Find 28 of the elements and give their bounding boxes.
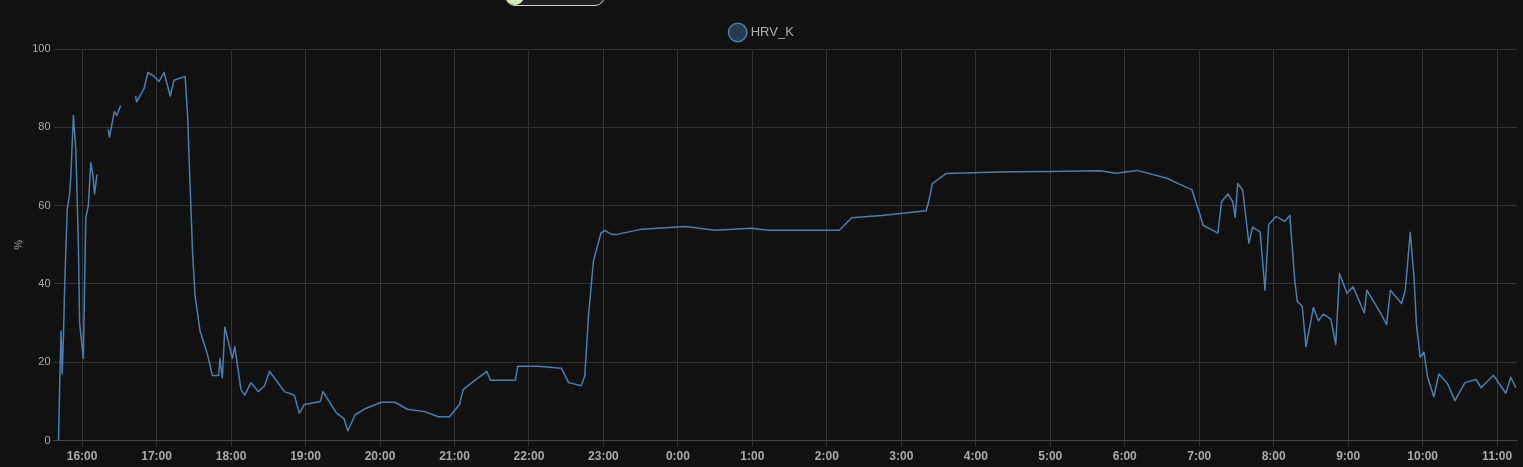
x-tick-label: 19:00 — [290, 449, 322, 464]
y-tick-label: 60 — [38, 198, 51, 211]
y-tick-label: 80 — [38, 120, 51, 133]
x-tick-label: 20:00 — [364, 449, 396, 464]
x-tick-label: 11:00 — [1482, 449, 1513, 464]
x-tick-label: 9:00 — [1336, 449, 1361, 464]
y-tick-label: 0 — [44, 433, 51, 446]
x-tick-label: 10:00 — [1407, 449, 1439, 464]
x-tick-label: 22:00 — [513, 449, 545, 464]
x-tick-label: 1:00 — [740, 449, 765, 464]
y-tick-label: 20 — [38, 355, 51, 368]
x-tick-label: 8:00 — [1261, 449, 1287, 464]
x-tick-label: 5:00 — [1038, 449, 1063, 464]
x-tick-label: 18:00 — [215, 449, 247, 464]
x-tick-label: 21:00 — [439, 449, 471, 464]
x-tick-label: 3:00 — [889, 449, 914, 464]
legend-label: HRV_K — [750, 24, 795, 40]
y-axis-title: % — [11, 239, 24, 250]
x-tick-label: 16:00 — [66, 449, 98, 464]
y-tick-label: 40 — [38, 276, 51, 289]
x-tick-label: 2:00 — [814, 449, 840, 464]
x-tick-label: 7:00 — [1187, 449, 1212, 464]
x-tick-label: 23:00 — [588, 449, 620, 464]
x-tick-label: 6:00 — [1112, 449, 1138, 464]
x-tick-label: 0:00 — [665, 449, 691, 464]
y-tick-label: 100 — [32, 42, 51, 55]
x-tick-label: 4:00 — [963, 449, 989, 464]
x-tick-label: 17:00 — [141, 449, 173, 464]
